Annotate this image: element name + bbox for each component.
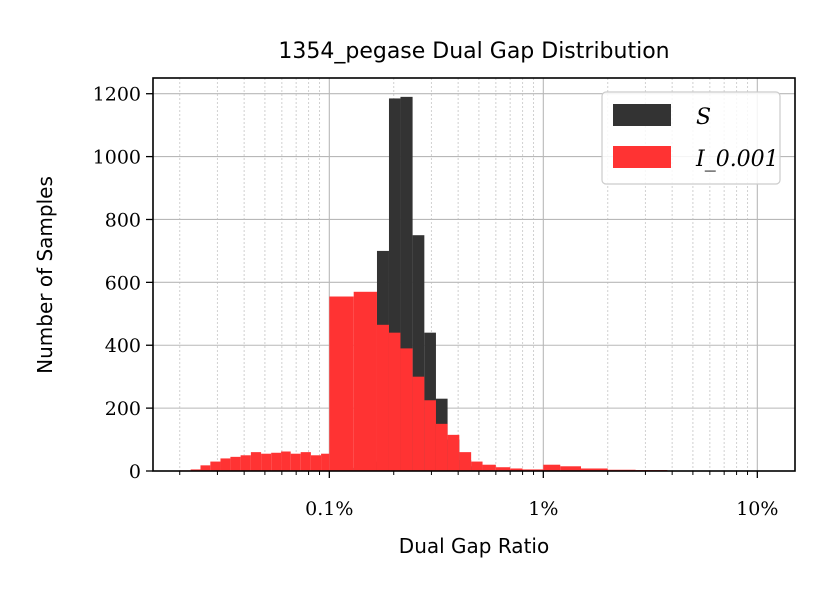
histogram-bar-i — [240, 455, 251, 471]
histogram-bar-i — [300, 452, 311, 471]
histogram-bar-i — [353, 291, 377, 471]
x-axis-ticks: 0.1% 1% 10% — [179, 471, 778, 520]
histogram-bar-i — [310, 455, 322, 471]
histogram-bar-i — [210, 461, 221, 471]
y-tick-label: 0 — [129, 461, 141, 483]
histogram-bar-s — [388, 98, 401, 471]
histogram-bar-i — [400, 348, 413, 471]
histogram-bar-i — [230, 456, 241, 471]
y-tick-label: 200 — [105, 398, 141, 420]
histogram-bar-i — [495, 467, 511, 471]
histogram-bar-i — [412, 376, 425, 471]
histogram-bar-i — [560, 466, 581, 471]
legend-swatch-i — [613, 146, 671, 168]
histogram-bar-i — [471, 461, 483, 471]
x-tick-label: 10% — [736, 498, 778, 520]
plot-frame — [152, 77, 796, 472]
histogram-bar-i — [321, 453, 330, 471]
y-tick-label: 400 — [105, 335, 141, 357]
x-tick-label: 1% — [528, 498, 558, 520]
histogram-bar-i — [290, 453, 301, 471]
histogram-bar-i — [581, 468, 608, 471]
y-axis-ticks: 0 200 400 600 800 1000 1200 — [93, 84, 153, 483]
histogram-bar-i — [220, 458, 231, 471]
x-tick-label: 0.1% — [305, 498, 353, 520]
legend-label-i: I_0.001 — [695, 147, 779, 172]
histogram-bar-i — [435, 423, 448, 471]
histogram-bar-i — [376, 324, 389, 471]
x-axis-label: Dual Gap Ratio — [399, 534, 549, 558]
histogram-bar-i — [510, 468, 523, 471]
histogram-bar-i — [281, 451, 291, 471]
histogram-bar-i — [271, 452, 282, 471]
y-tick-label: 1200 — [93, 84, 141, 106]
histogram-bar-i — [250, 452, 262, 471]
y-axis-label: Number of Samples — [33, 176, 57, 374]
series-i-bars — [179, 291, 702, 471]
legend: S I_0.001 — [601, 91, 781, 185]
histogram-bar-i — [329, 296, 354, 471]
histogram-bar-i — [388, 332, 401, 471]
histogram-bar-i — [261, 453, 272, 471]
y-tick-label: 1000 — [93, 147, 141, 169]
histogram-bar-i — [459, 452, 472, 471]
histogram-bar-s — [412, 235, 425, 471]
chart-title: 1354_pegase Dual Gap Distribution — [278, 39, 669, 64]
histogram-bar-i — [482, 464, 496, 471]
legend-swatch-s — [613, 104, 671, 126]
y-tick-label: 800 — [105, 209, 141, 231]
histogram-bar-i — [424, 400, 436, 471]
histogram-bar-i — [200, 465, 211, 471]
histogram-bar-i — [543, 464, 561, 471]
legend-label-s: S — [696, 105, 711, 130]
histogram-bar-i — [447, 434, 460, 471]
y-tick-label: 600 — [105, 272, 141, 294]
